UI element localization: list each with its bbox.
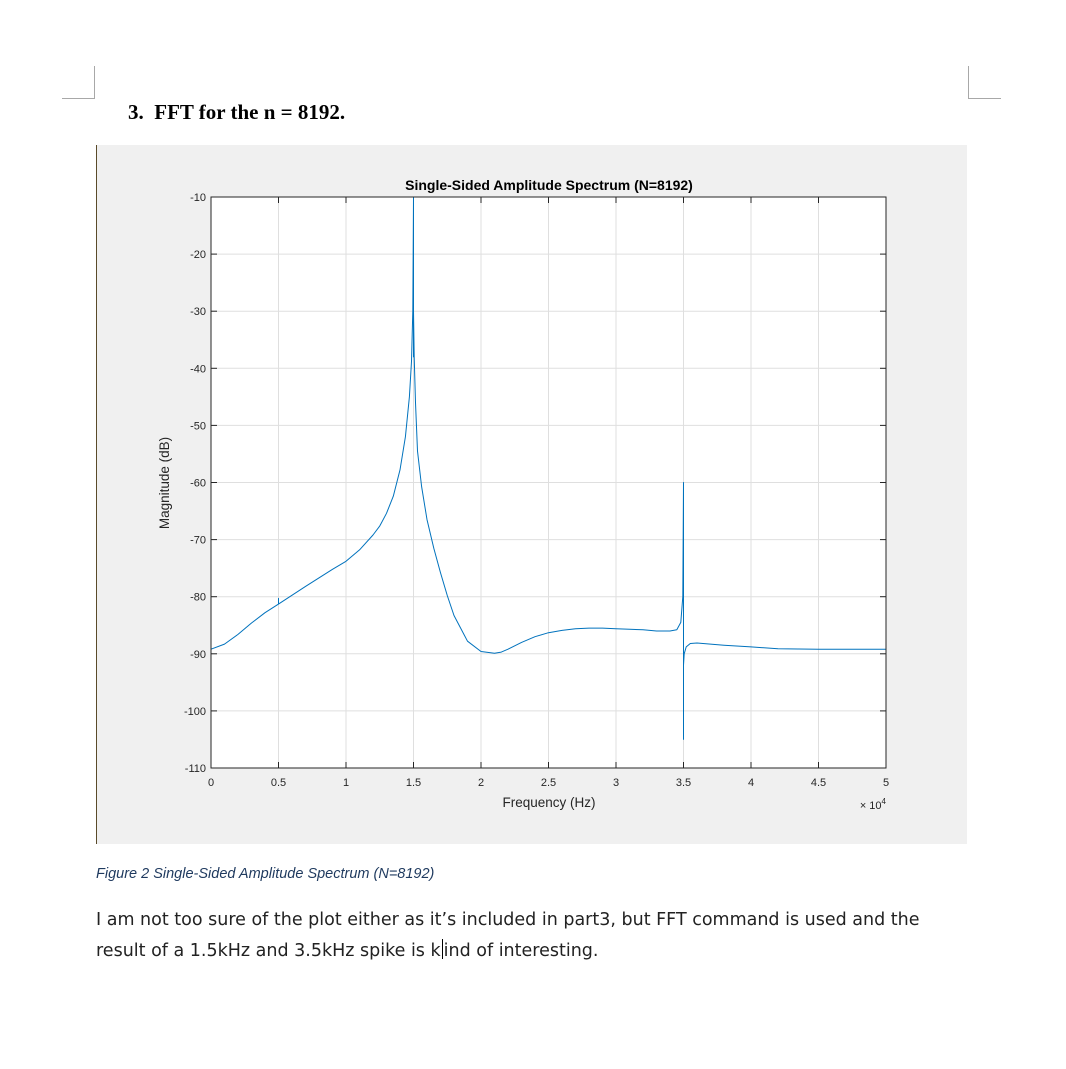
y-tick-label: -30 [190,306,206,318]
page-corner-mark-right [968,66,1001,99]
section-number: 3. [128,100,144,124]
spectrum-chart: -10 -20 -30 -40 -50 -60 -70 -80 -90 -100 -110 0 0.5… [157,177,889,812]
y-axis-label: Magnitude (dB) [157,437,172,529]
y-tick-label: -40 [190,363,206,375]
y-tick-label: -80 [190,592,206,604]
x-tick-label: 2 [478,777,484,789]
x-tick-label: 0 [208,777,214,789]
y-tick-label: -50 [190,420,206,432]
y-tick-labels: -10 -20 -30 -40 -50 -60 -70 -80 -90 -100 -110 [184,192,206,775]
page-corner-mark-left [62,66,95,99]
y-tick-label: -10 [190,192,206,204]
x-tick-label: 1 [343,777,349,789]
axes-box [210,196,887,769]
x-tick-label: 3.5 [676,777,691,789]
x-tick-label: 2.5 [541,777,556,789]
figure-caption: Figure 2 Single-Sided Amplitude Spectrum… [96,866,435,882]
series-line [210,196,887,740]
x-tick-label: 0.5 [271,777,286,789]
paragraph-text-before-caret: I am not too sure of the plot either as … [96,910,920,961]
y-tick-label: -70 [190,535,206,547]
x-tick-label: 5 [883,777,889,789]
paragraph-text-after-caret: ind of interesting. [443,941,599,961]
body-paragraph: I am not too sure of the plot either as … [96,905,966,967]
x-axis-exponent: × 104 [860,797,887,812]
y-tick-label: -20 [190,249,206,261]
x-exponent-power: 4 [882,797,887,806]
x-axis-label: Frequency (Hz) [502,795,595,810]
section-heading: 3. FFT for the n = 8192. [128,100,345,125]
y-tick-label: -90 [190,649,206,661]
x-tick-labels: 0 0.5 1 1.5 2 2.5 3 3.5 4 4.5 5 [208,777,889,789]
y-tick-label: -60 [190,478,206,490]
x-tick-label: 1.5 [406,777,421,789]
x-exponent-base: × 10 [860,800,882,812]
x-tick-label: 4.5 [811,777,826,789]
y-tick-label: -110 [185,763,206,775]
text-cursor [441,939,443,959]
x-tick-label: 4 [748,777,754,789]
y-tick-label: -100 [184,706,206,718]
x-tick-label: 3 [613,777,619,789]
section-title: FFT for the n = 8192. [154,100,346,124]
chart-title: Single-Sided Amplitude Spectrum (N=8192) [405,177,693,193]
matlab-figure: -10 -20 -30 -40 -50 -60 -70 -80 -90 -100 -110 0 0.5… [96,145,967,844]
